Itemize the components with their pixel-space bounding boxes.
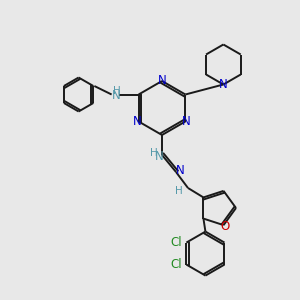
Text: O: O <box>220 220 229 232</box>
Text: N: N <box>182 115 191 128</box>
Text: Cl: Cl <box>171 258 182 271</box>
Text: N: N <box>158 74 166 88</box>
Text: N: N <box>133 115 142 128</box>
Text: N: N <box>112 89 121 102</box>
Text: N: N <box>176 164 184 178</box>
Text: N: N <box>154 151 164 164</box>
Text: H: H <box>113 85 121 95</box>
Text: H: H <box>150 148 158 158</box>
Text: N: N <box>219 78 228 91</box>
Text: H: H <box>175 186 183 196</box>
Text: Cl: Cl <box>171 236 182 249</box>
